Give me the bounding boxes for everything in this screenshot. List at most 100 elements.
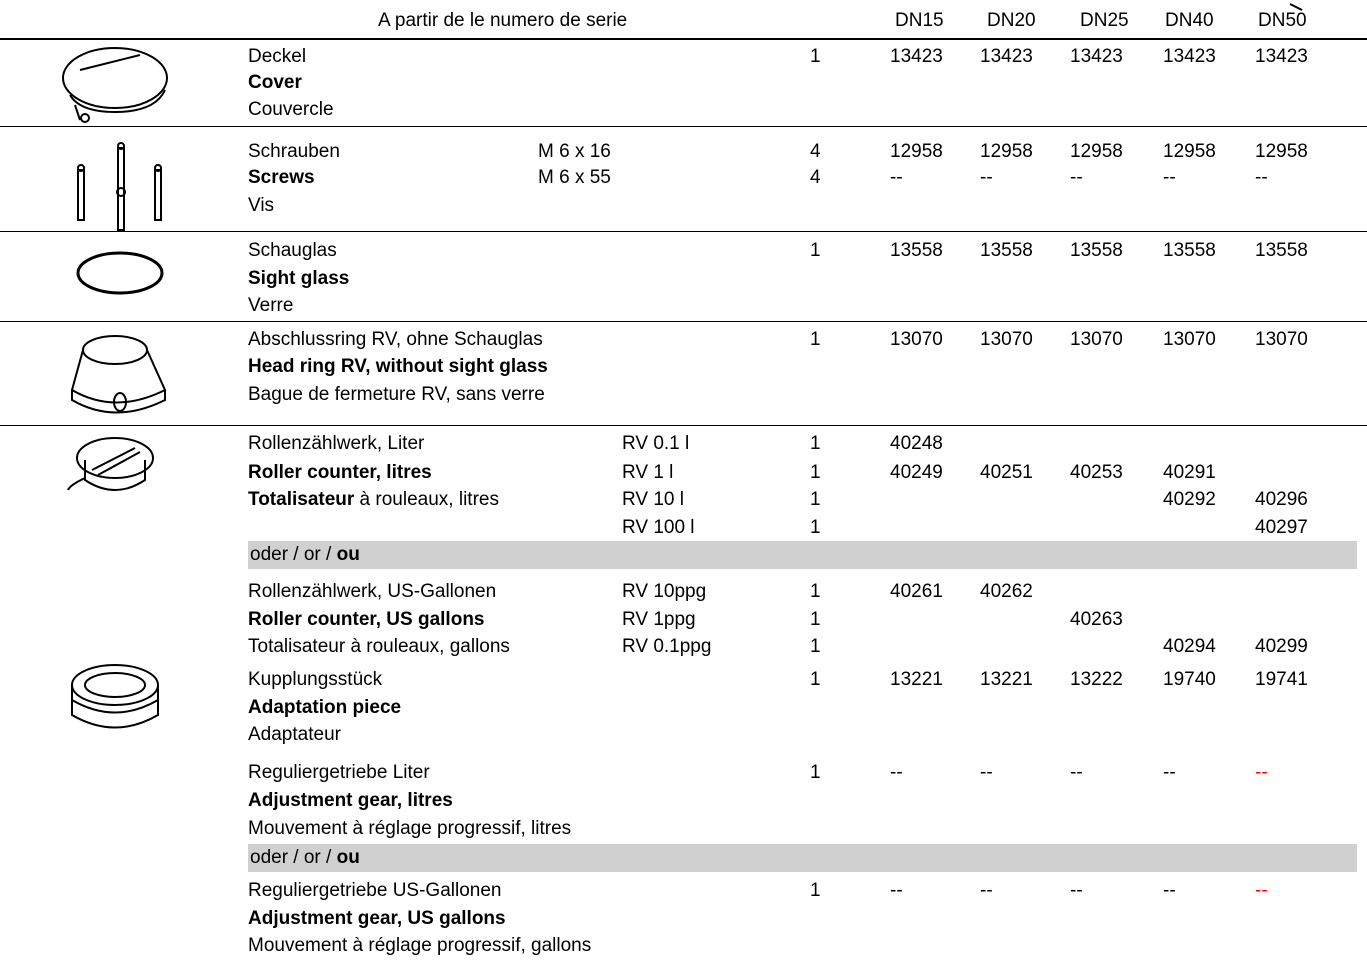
corner-arrow [1289, 3, 1303, 11]
part-number: 40299 [1255, 636, 1308, 657]
part-number: -- [890, 762, 903, 783]
part-number: 40251 [980, 462, 1033, 483]
part-number: 40249 [890, 462, 943, 483]
description-text: Totalisateur à rouleaux, gallons [248, 636, 510, 657]
description-text: Deckel [248, 46, 307, 67]
part-number: -- [980, 762, 993, 783]
description-text: Schauglas [248, 240, 337, 261]
part-number: 12958 [890, 141, 943, 162]
part-number: -- [1163, 880, 1176, 901]
description-text: Sight glass [248, 268, 350, 289]
description: Mouvement à réglage progressif, litres [248, 817, 571, 841]
part-number: 13558 [1163, 240, 1216, 261]
separator [0, 231, 1367, 232]
part-number: 40291 [1163, 462, 1216, 483]
quantity: 1 [810, 240, 821, 261]
sight-glass-icon [76, 251, 164, 295]
description-text: à rouleaux, litres [354, 489, 499, 510]
description: Abschlussring RV, ohne Schauglas [248, 328, 543, 352]
specification: M 6 x 16 [538, 141, 611, 162]
part-number: 40262 [980, 581, 1033, 602]
part-number: 19741 [1255, 669, 1308, 690]
part-number: -- [1255, 167, 1268, 188]
column-header: DN40 [1165, 10, 1214, 31]
quantity: 1 [810, 329, 821, 350]
specification: RV 0.1ppg [622, 636, 712, 657]
alternative: oder / or / ou [250, 846, 360, 870]
part-number: -- [890, 880, 903, 901]
part-number: 13070 [1070, 329, 1123, 350]
quantity: 1 [810, 880, 821, 901]
description: Head ring RV, without sight glass [248, 355, 548, 379]
alternative: oder / or / ou [250, 543, 360, 567]
part-number: -- [1070, 880, 1083, 901]
description: Sight glass [248, 267, 349, 291]
column-header: DN50 [1258, 10, 1307, 31]
description: Rollenzählwerk, Liter [248, 432, 424, 456]
description: Roller counter, US gallons [248, 608, 485, 632]
description: Totalisateur à rouleaux, litres [248, 488, 499, 512]
head-ring-icon [70, 335, 167, 414]
description-text: Reguliergetriebe US-Gallonen [248, 880, 502, 901]
column-header: DN20 [987, 10, 1036, 31]
separator [0, 126, 1367, 127]
description-text: Adjustment gear, litres [248, 790, 453, 811]
specification: RV 10 l [622, 489, 684, 510]
description: Mouvement à réglage progressif, gallons [248, 934, 591, 958]
specification: RV 100 l [622, 517, 695, 538]
part-number: 13423 [890, 46, 943, 67]
part-number: 40261 [890, 581, 943, 602]
specification: RV 1 l [622, 462, 674, 483]
description: Adaptateur [248, 723, 341, 747]
part-number: 13221 [980, 669, 1033, 690]
part-number: -- [1070, 167, 1083, 188]
quantity: 1 [810, 46, 821, 67]
part-number: 13423 [980, 46, 1033, 67]
quantity: 4 [810, 167, 821, 188]
description: Reguliergetriebe US-Gallonen [248, 879, 501, 903]
part-number: -- [980, 167, 993, 188]
part-number: 12958 [1163, 141, 1216, 162]
part-number: 13423 [1255, 46, 1308, 67]
alternative-label: oder / or / [250, 544, 337, 565]
description-text: Adaptation piece [248, 697, 402, 718]
specification: M 6 x 55 [538, 167, 611, 188]
part-number: -- [1163, 167, 1176, 188]
description-text: Rollenzählwerk, US-Gallonen [248, 581, 497, 602]
part-number: 13222 [1070, 669, 1123, 690]
column-header: DN15 [895, 10, 944, 31]
quantity: 1 [810, 462, 821, 483]
column-header: DN25 [1080, 10, 1129, 31]
specification: RV 1ppg [622, 609, 696, 630]
part-number: -- [1070, 762, 1083, 783]
description-text: Verre [248, 295, 294, 316]
part-number: 40263 [1070, 609, 1123, 630]
part-number: 13070 [890, 329, 943, 350]
description-text: Adjustment gear, US gallons [248, 908, 506, 929]
separator [0, 425, 1367, 426]
description: Adjustment gear, litres [248, 789, 453, 813]
screws-icon [77, 142, 162, 231]
part-number: -- [1255, 762, 1268, 783]
alternative-label-bold: ou [336, 544, 360, 565]
description: Roller counter, litres [248, 461, 432, 485]
quantity: 1 [810, 517, 821, 538]
part-number: 12958 [980, 141, 1033, 162]
description-text: Vis [248, 195, 275, 216]
description-text: Roller counter, litres [248, 462, 432, 483]
description-text: Mouvement à réglage progressif, gallons [248, 935, 592, 956]
description-text: Bague de fermeture RV, sans verre [248, 384, 545, 405]
part-number: 13423 [1070, 46, 1123, 67]
alternative-label-bold: ou [336, 847, 360, 868]
part-number: 13558 [890, 240, 943, 261]
separator [0, 38, 1367, 40]
description-text: Reguliergetriebe Liter [248, 762, 430, 783]
cover-icon [62, 47, 168, 123]
description: Adaptation piece [248, 696, 401, 720]
part-number: 13558 [1255, 240, 1308, 261]
description-text: Schrauben [248, 141, 340, 162]
description: Schauglas [248, 239, 337, 263]
separator [0, 321, 1367, 322]
alternative-label: oder / or / [250, 847, 337, 868]
part-number: 40253 [1070, 462, 1123, 483]
